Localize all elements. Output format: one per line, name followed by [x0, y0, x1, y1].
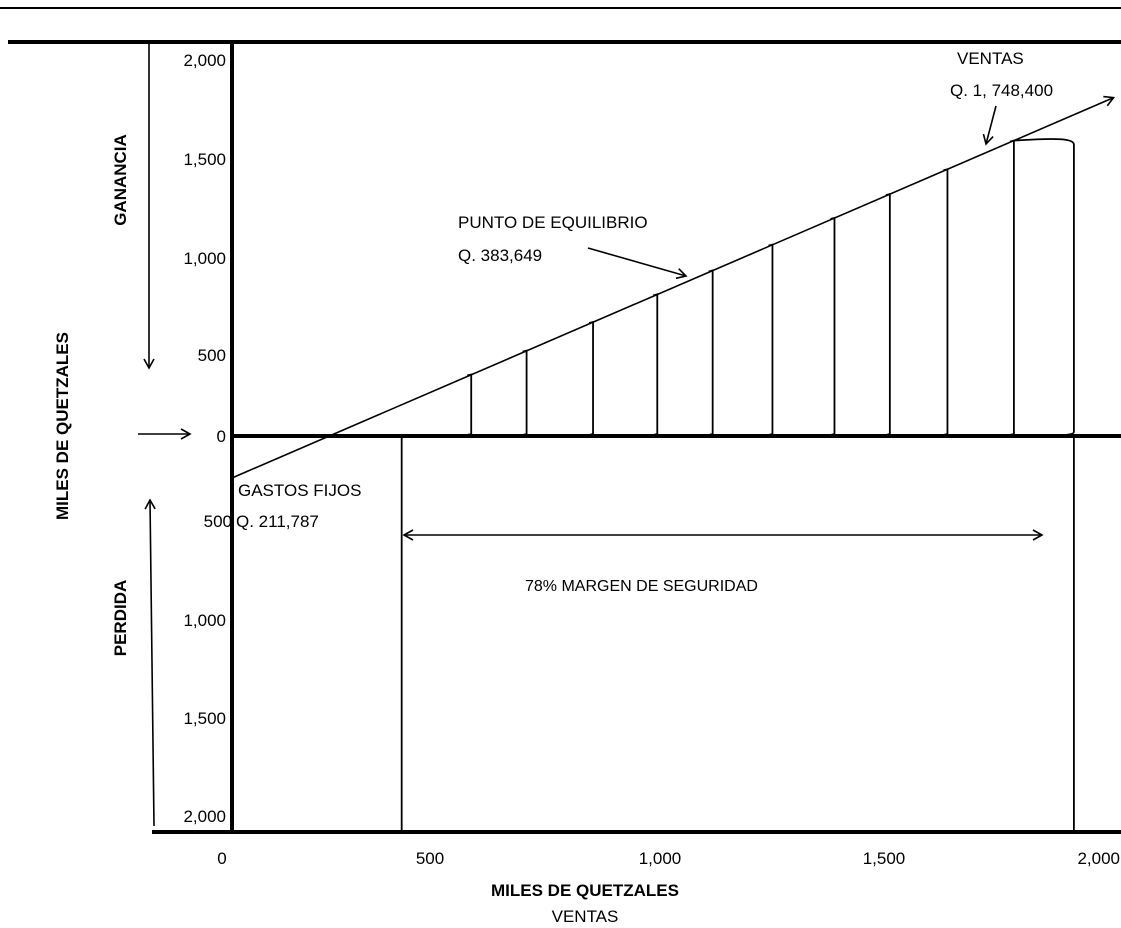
profit-hatch — [467, 373, 473, 436]
x-tick-label: 2,000 — [1077, 849, 1120, 868]
profit-hatch — [653, 293, 659, 436]
profit-hatch — [588, 320, 594, 436]
y-tick-label: 1,500 — [183, 709, 226, 728]
y-tick-label: 1,000 — [183, 611, 226, 630]
profit-hatch — [1009, 139, 1015, 436]
y-axis-title: MILES DE QUETZALES — [53, 332, 72, 520]
y-tick-label: 1,000 — [183, 249, 226, 268]
profit-hatch — [830, 216, 836, 436]
margin-label: 78% MARGEN DE SEGURIDAD — [525, 578, 758, 595]
profit-hatch — [768, 243, 774, 436]
ganancia-label: GANANCIA — [111, 134, 130, 226]
profit-hatch — [885, 192, 891, 436]
y-tick-label: 2,000 — [183, 51, 226, 70]
ventas-value: Q. 1, 748,400 — [950, 81, 1053, 100]
sales-line — [231, 95, 1116, 479]
y-tick-label: 500 — [204, 512, 232, 531]
y-tick-label: 0 — [217, 427, 226, 446]
profit-area-end — [1013, 138, 1075, 437]
y-tick-label: 1,500 — [183, 150, 226, 169]
gf-title: GASTOS FIJOS — [238, 481, 361, 500]
ventas-title: VENTAS — [957, 49, 1024, 68]
x-axis-subtitle: VENTAS — [552, 907, 619, 926]
arrow-up-perdida — [144, 498, 156, 827]
x-tick-label: 1,000 — [639, 849, 682, 868]
x-axis-title: MILES DE QUETZALES — [491, 881, 679, 900]
profit-hatch — [708, 269, 714, 436]
perdida-label: PERDIDA — [111, 580, 130, 657]
gf-value: Q. 211,787 — [236, 512, 319, 531]
x-tick-label: 0 — [217, 849, 226, 868]
pe-value: Q. 383,649 — [458, 246, 542, 265]
pe-title: PUNTO DE EQUILIBRIO — [458, 213, 648, 232]
chart-marks — [231, 95, 1116, 832]
profit-hatch — [943, 168, 949, 436]
ventas-pointer — [982, 105, 997, 146]
pe-pointer — [587, 247, 688, 280]
y-tick-label: 2,000 — [183, 807, 226, 826]
x-tick-label: 1,500 — [863, 849, 906, 868]
profit-hatch — [522, 349, 528, 436]
x-tick-label: 500 — [416, 849, 444, 868]
y-tick-label: 500 — [198, 346, 226, 365]
